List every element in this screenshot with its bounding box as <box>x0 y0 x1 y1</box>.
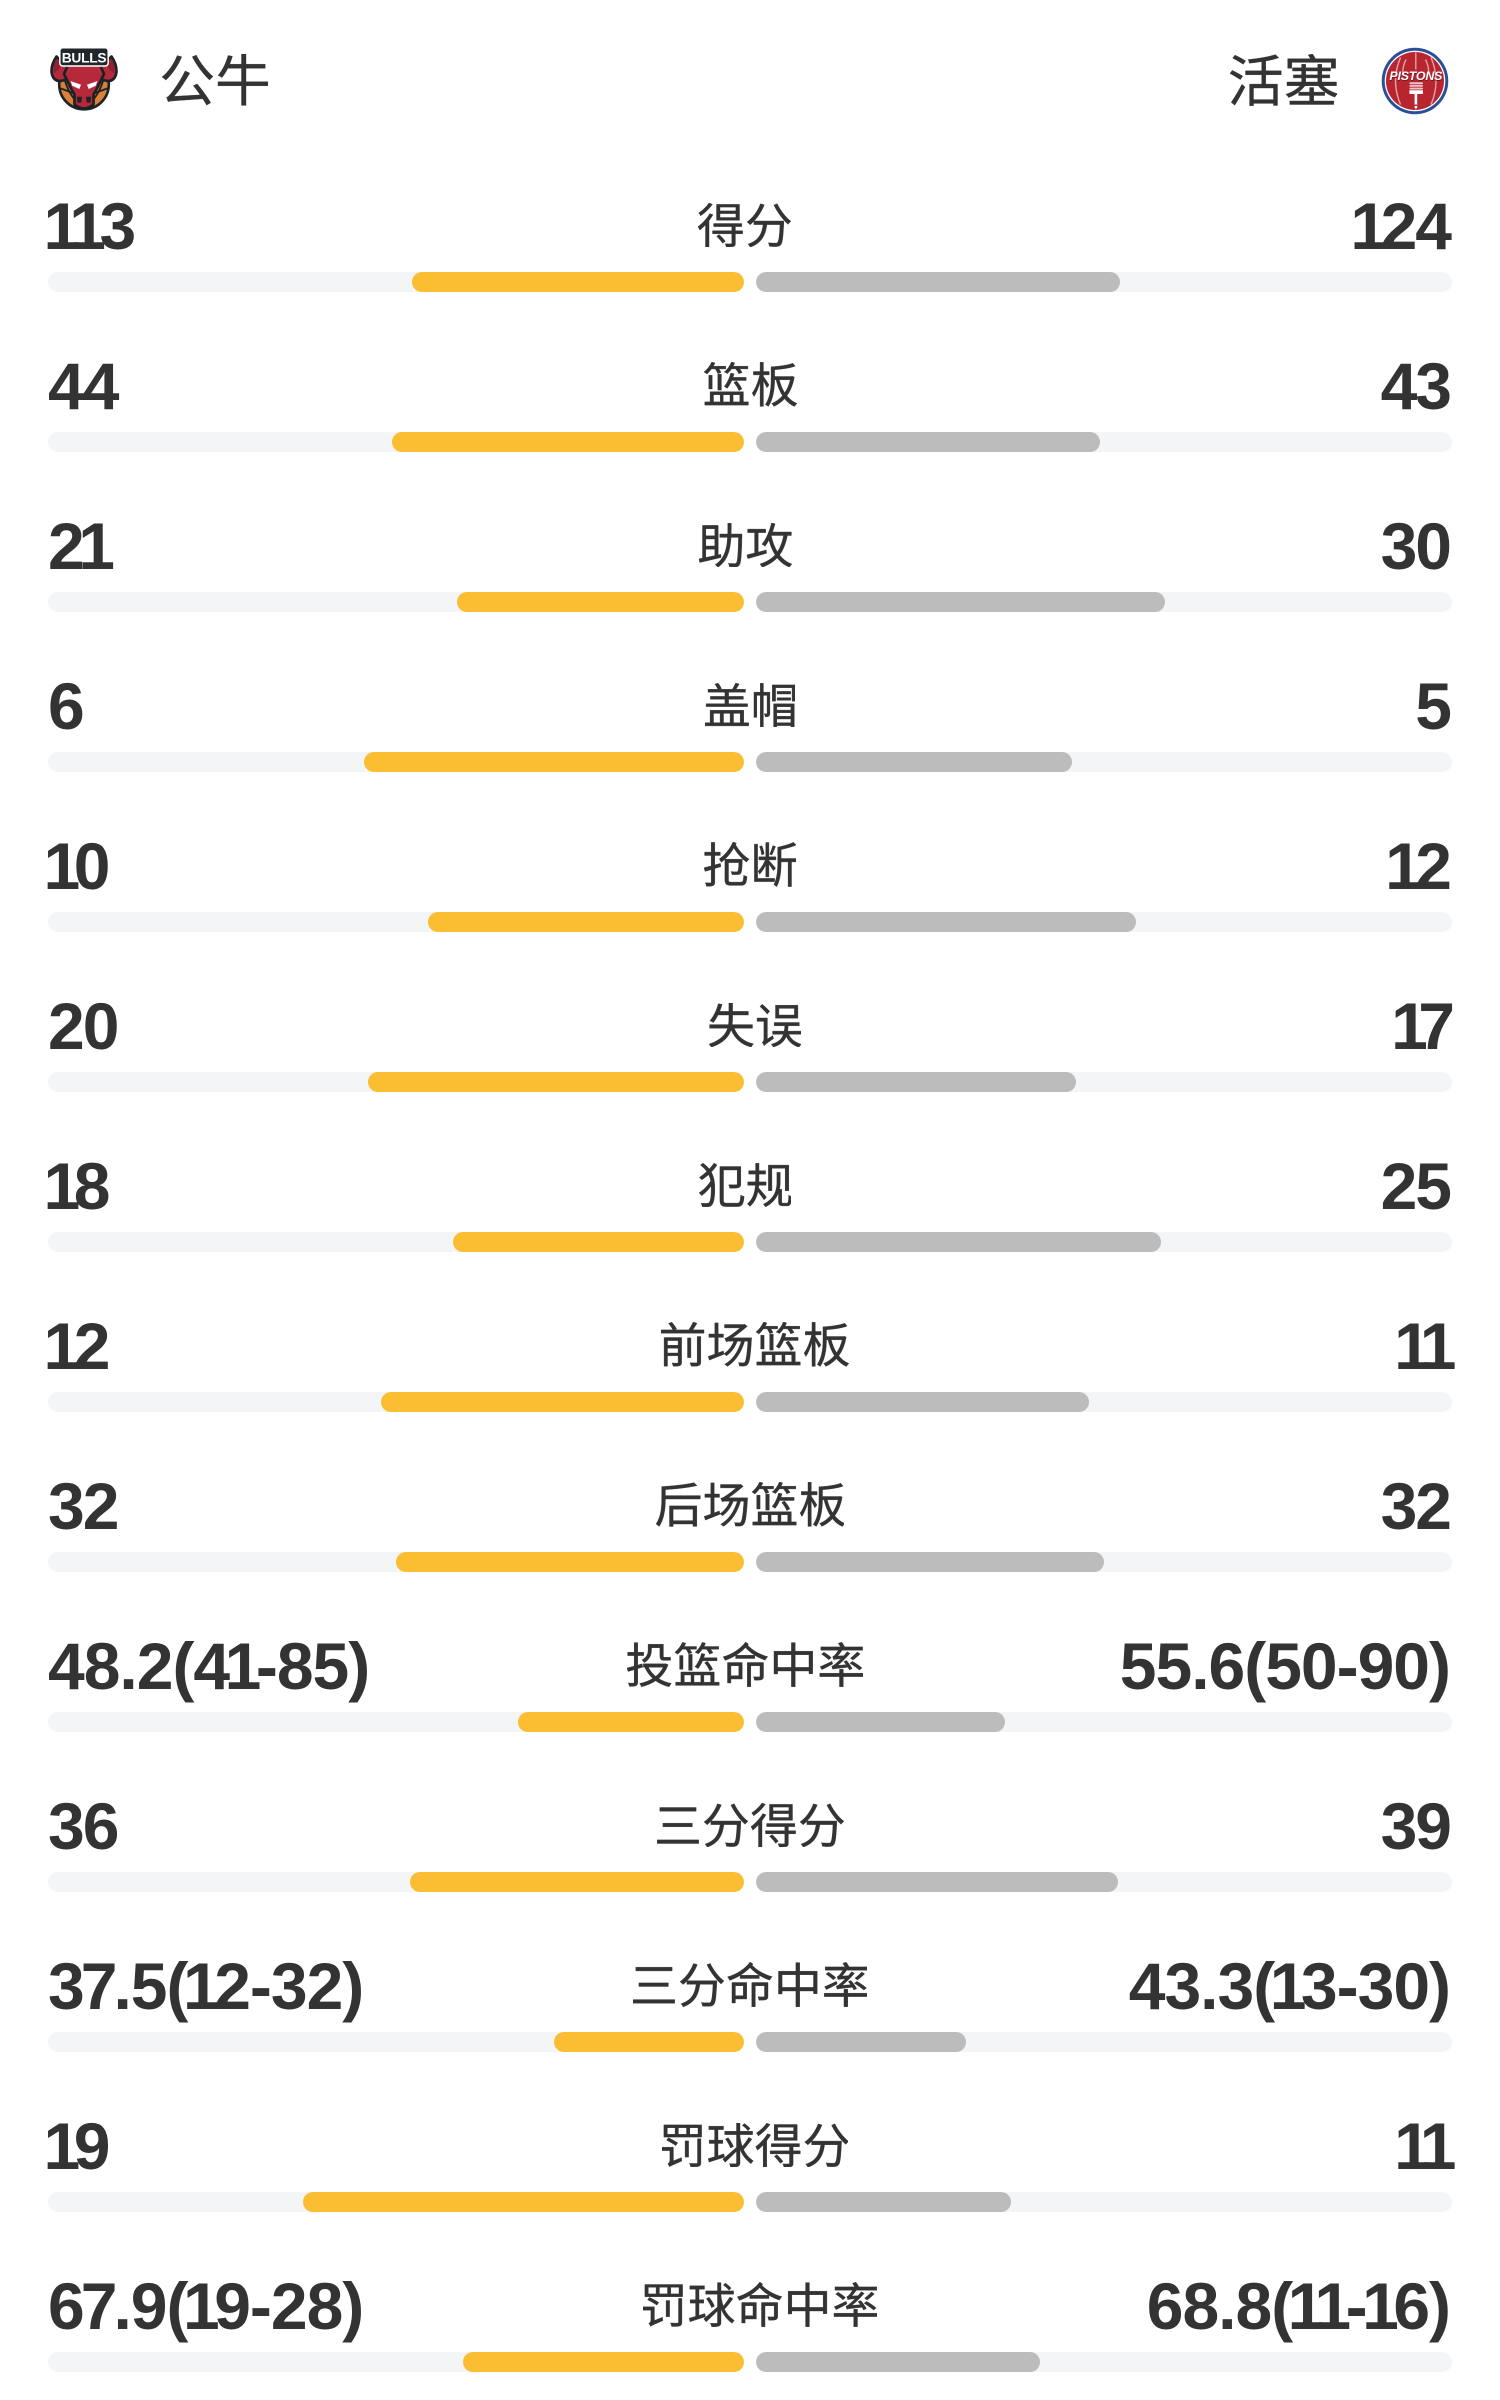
svg-text:PISTONS: PISTONS <box>1390 70 1444 84</box>
svg-text:PISTONS: PISTONS <box>1389 69 1443 83</box>
svg-text:BULLS: BULLS <box>62 50 107 65</box>
